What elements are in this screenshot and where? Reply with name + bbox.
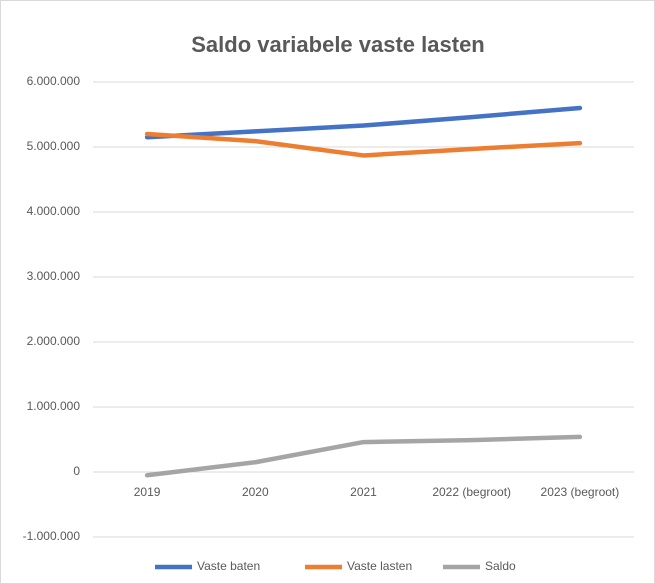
y-tick-label: -1.000.000 <box>23 529 81 543</box>
y-tick-label: 4.000.000 <box>27 204 81 218</box>
x-tick-label: 2022 (begroot) <box>432 485 511 499</box>
y-tick-label: 2.000.000 <box>27 334 81 348</box>
series-line <box>144 131 583 158</box>
series-line <box>144 434 583 478</box>
chart-title: Saldo variabele vaste lasten <box>191 32 485 57</box>
y-tick-label: 3.000.000 <box>27 269 81 283</box>
legend-label: Vaste lasten <box>347 559 412 573</box>
series-line <box>144 105 583 140</box>
legend-label: Saldo <box>485 559 516 573</box>
y-tick-label: 0 <box>73 464 80 478</box>
y-tick-label: 5.000.000 <box>27 139 81 153</box>
x-tick-label: 2019 <box>134 485 161 499</box>
y-tick-label: 6.000.000 <box>27 74 81 88</box>
legend-label: Vaste baten <box>197 559 260 573</box>
x-tick-label: 2023 (begroot) <box>541 485 620 499</box>
x-tick-label: 2021 <box>350 485 377 499</box>
y-tick-label: 1.000.000 <box>27 399 81 413</box>
x-tick-label: 2020 <box>242 485 269 499</box>
